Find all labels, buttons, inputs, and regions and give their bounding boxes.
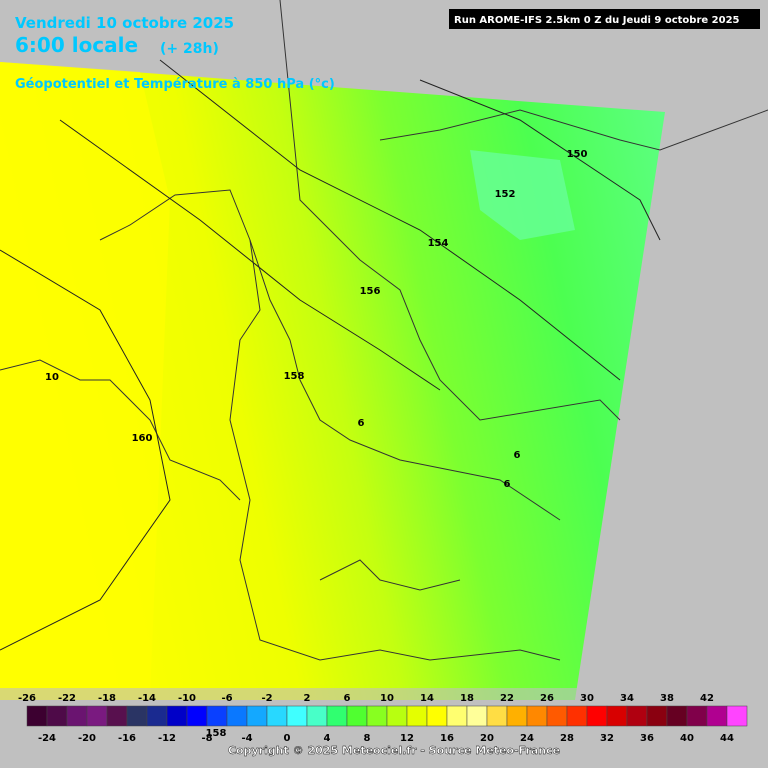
legend-label-top: 2 — [304, 693, 311, 704]
legend-label-top: 38 — [660, 693, 674, 704]
legend-label-bottom: -8 — [201, 733, 212, 744]
run-info: Run AROME-IFS 2.5km 0 Z du Jeudi 9 octob… — [454, 15, 740, 26]
legend-label-bottom: 12 — [400, 733, 414, 744]
legend-label-top: -2 — [261, 693, 272, 704]
legend-swatch — [66, 705, 88, 727]
legend-swatch — [726, 705, 748, 727]
legend-label-top: 26 — [540, 693, 554, 704]
legend-swatch — [186, 705, 208, 727]
legend-label-top: 14 — [420, 693, 434, 704]
legend-swatch — [206, 705, 228, 727]
legend-label-bottom: -16 — [118, 733, 136, 744]
run-box — [449, 9, 760, 29]
legend-swatch — [306, 705, 328, 727]
legend-label-bottom: 16 — [440, 733, 454, 744]
contour-label: 150 — [567, 149, 588, 160]
cool-area — [470, 150, 575, 240]
legend-swatch — [586, 705, 608, 727]
legend-swatch — [226, 705, 248, 727]
contour-labels: 150 152 154 156 158 160 10 6 6 6 158 — [45, 149, 587, 739]
legend-swatch — [286, 705, 308, 727]
legend-swatch — [506, 705, 528, 727]
legend-label-top: -10 — [178, 693, 196, 704]
time: 6:00 locale — [15, 33, 138, 57]
legend-label-bottom: 24 — [520, 733, 534, 744]
lead-time: (+ 28h) — [160, 41, 219, 57]
legend-swatch — [126, 705, 148, 727]
legend-label-bottom: 28 — [560, 733, 574, 744]
legend-label-top: 22 — [500, 693, 514, 704]
borders — [0, 0, 768, 661]
legend-label-bottom: -4 — [241, 733, 252, 744]
legend-swatch — [466, 705, 488, 727]
legend-label-bottom: -20 — [78, 733, 96, 744]
legend-label-bottom: 20 — [480, 733, 494, 744]
legend-label-bottom: -24 — [38, 733, 56, 744]
contour-label: 154 — [428, 238, 449, 249]
legend-swatch — [666, 705, 688, 727]
contour-label: 158 — [206, 728, 227, 739]
date: Vendredi 10 octobre 2025 — [15, 14, 234, 32]
legend-swatch — [366, 705, 388, 727]
legend-background — [0, 688, 768, 768]
legend-label-top: -6 — [221, 693, 232, 704]
legend-swatch — [266, 705, 288, 727]
legend-label-bottom: 4 — [324, 733, 331, 744]
legend-swatch — [686, 705, 708, 727]
legend-label-top: -18 — [98, 693, 116, 704]
legend-swatch — [86, 705, 108, 727]
contour-label: 152 — [495, 189, 516, 200]
legend-swatch — [706, 705, 728, 727]
legend-label-top: 6 — [344, 693, 351, 704]
legend-swatch — [26, 705, 48, 727]
legend-swatch — [426, 705, 448, 727]
legend-swatch — [526, 705, 548, 727]
legend-swatch — [486, 705, 508, 727]
legend-swatch — [406, 705, 428, 727]
legend-label-top: 34 — [620, 693, 634, 704]
contour-label: 158 — [284, 371, 305, 382]
legend-swatch — [46, 705, 68, 727]
legend-label-top: 18 — [460, 693, 474, 704]
contour-label: 6 — [504, 479, 511, 490]
field-title: Géopotentiel et Température à 850 hPa (°… — [15, 77, 335, 92]
geopotential-isolines — [0, 59, 661, 651]
legend-label-bottom: 8 — [364, 733, 371, 744]
legend-label-bottom: -12 — [158, 733, 176, 744]
legend-swatch — [106, 705, 128, 727]
legend-label-top: 10 — [380, 693, 394, 704]
legend-swatch — [146, 705, 168, 727]
legend-label-top: -14 — [138, 693, 156, 704]
legend-swatch — [626, 705, 648, 727]
contour-label: 156 — [360, 286, 381, 297]
warm-area — [0, 62, 170, 700]
legend-label-bottom: 32 — [600, 733, 614, 744]
legend-swatch — [646, 705, 668, 727]
contour-label: 160 — [132, 433, 153, 444]
legend-swatch — [446, 705, 468, 727]
legend-label-top: 30 — [580, 693, 594, 704]
legend-swatch — [166, 705, 188, 727]
legend-swatch — [346, 705, 368, 727]
legend-label-bottom: 40 — [680, 733, 694, 744]
legend-swatch — [326, 705, 348, 727]
contour-label: 6 — [514, 450, 521, 461]
legend-label-bottom: 36 — [640, 733, 654, 744]
legend: -26 -22 -18 -14 -10 -6 -2 2 6 10 14 18 22 26 30 34 38 42-… — [18, 693, 748, 744]
copyright: Copyright © 2025 Meteociel.fr - Source M… — [228, 744, 560, 757]
legend-label-bottom: 0 — [284, 733, 291, 744]
contour-label: 6 — [358, 418, 365, 429]
legend-swatch — [546, 705, 568, 727]
legend-swatch — [386, 705, 408, 727]
legend-label-bottom: 44 — [720, 733, 734, 744]
legend-label-top: 42 — [700, 693, 714, 704]
contour-label: 10 — [45, 372, 59, 383]
legend-swatch — [566, 705, 588, 727]
legend-swatch — [246, 705, 268, 727]
legend-label-top: -22 — [58, 693, 76, 704]
legend-swatch — [606, 705, 628, 727]
legend-label-top: -26 — [18, 693, 36, 704]
